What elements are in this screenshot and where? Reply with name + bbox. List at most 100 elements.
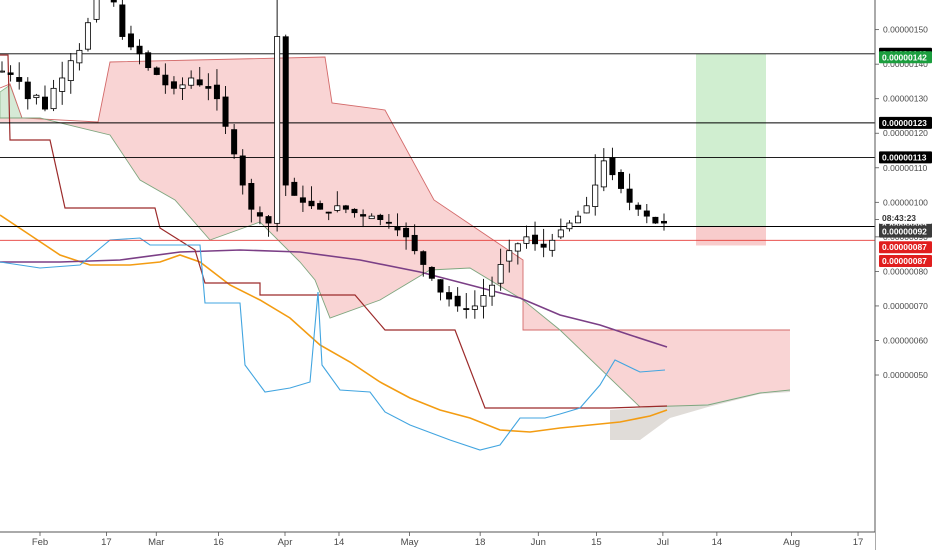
ma-orange-line [0, 214, 668, 433]
candle-body-down [256, 212, 263, 217]
candle-body-down [248, 183, 255, 210]
price-tag-label: 0.00000087 [882, 256, 927, 266]
candle-body-up [368, 215, 375, 220]
price-tick-label: 0.00000150 [883, 25, 928, 35]
price-tag-box [879, 211, 932, 224]
candle-body-up [188, 77, 195, 86]
candle [506, 239, 513, 273]
kumo-bull-cloud-late [610, 390, 790, 440]
candle [360, 209, 367, 228]
candle [24, 77, 31, 110]
price-tag[interactable]: 0.00000113 [879, 151, 932, 164]
price-tag-box [879, 225, 932, 238]
price-tag[interactable]: 0.00000087 [879, 241, 932, 254]
candle [446, 286, 453, 307]
candle [334, 191, 341, 213]
senkou-span-a [0, 56, 790, 331]
candle [437, 279, 444, 301]
time-tick-label: 18 [475, 537, 486, 548]
candle-body-down [626, 188, 633, 203]
candle [377, 213, 384, 226]
price-tag[interactable]: 0.00000123 [879, 116, 932, 129]
time-tick-label: Jul [657, 537, 669, 548]
candle [222, 85, 229, 134]
price-tag[interactable]: 0.00000142 [879, 51, 932, 64]
candle [291, 177, 298, 196]
price-tag[interactable]: 0.00000087 [879, 255, 932, 268]
candle-body-down [24, 81, 31, 100]
candle [643, 204, 650, 224]
candle-body-up [59, 77, 66, 92]
candle-body-down [635, 204, 642, 210]
candle-body-down [540, 243, 547, 248]
time-tick-label: Apr [278, 537, 293, 548]
kijun-line [0, 54, 668, 409]
candle [213, 69, 220, 111]
ma-purple-line [0, 249, 668, 348]
candle [575, 210, 582, 224]
candle [566, 220, 573, 232]
candle [523, 225, 530, 249]
candle-body-down [652, 216, 659, 224]
candle-body-down [213, 84, 220, 100]
time-axis[interactable]: Feb 17 Mar 16 Apr 14 May 18 Jun 15 Jul 14 Aug 17 [32, 532, 864, 548]
time-axis-background [0, 532, 875, 550]
candle [153, 66, 160, 76]
candle-body-up [583, 205, 590, 214]
candle [7, 65, 14, 82]
candle-body-down [360, 214, 367, 217]
candle-body-down [420, 251, 427, 265]
time-tick-label: 17 [101, 537, 112, 548]
candle-body-down [282, 36, 289, 186]
plot-area[interactable] [0, 0, 875, 451]
candle-body-up [179, 84, 186, 89]
candle [308, 186, 315, 209]
time-tick-label: 14 [334, 537, 345, 548]
candle-body-down [618, 172, 625, 189]
candle [67, 53, 74, 94]
candle-body-down [136, 45, 143, 55]
price-tag-label: 0.00000142 [882, 52, 927, 62]
candle [317, 200, 324, 210]
price-tag[interactable]: 0.00000092 [879, 225, 932, 238]
candle-body-down [428, 266, 435, 279]
price-tick-label: 0.00000050 [883, 370, 928, 380]
position-stop-zone[interactable] [696, 226, 766, 246]
candle-body-down [609, 157, 616, 176]
candle [196, 66, 203, 87]
candle [540, 228, 547, 258]
candle-body-down [454, 295, 461, 307]
candle-body-up [566, 222, 573, 230]
candle-body-down [110, 0, 117, 3]
candle-body-up [0, 70, 5, 73]
candle-body-down [317, 203, 324, 210]
price-tag-label: 0.00000123 [882, 118, 927, 128]
candle [239, 149, 246, 195]
price-tag-label: 0.00000087 [882, 242, 927, 252]
candle-body-up [600, 160, 607, 188]
candle [231, 124, 238, 159]
candle-body-down [351, 208, 358, 214]
price-tag-box [879, 255, 932, 268]
candle [583, 196, 590, 214]
candle-body-down [661, 220, 668, 224]
candle-body-down [7, 72, 14, 75]
candle [463, 293, 470, 319]
position-target-zone[interactable] [696, 53, 766, 227]
time-tick-label: Mar [148, 537, 164, 548]
price-tick-label: 0.00000060 [883, 335, 928, 345]
price-axis-background [875, 0, 932, 550]
price-tag[interactable]: 08:43:23 [879, 211, 932, 224]
price-tag-label: 0.00000092 [882, 227, 927, 237]
candle-body-up [480, 295, 487, 307]
candle-body-up [93, 0, 100, 20]
candle [600, 148, 607, 192]
time-tick-label: 14 [712, 537, 723, 548]
candle [16, 62, 23, 90]
candle-body-up [557, 229, 564, 238]
candle [652, 216, 659, 224]
candle-body-down [222, 96, 229, 127]
candle-body-down [162, 74, 169, 86]
price-tag-label: 08:43:23 [882, 213, 916, 223]
